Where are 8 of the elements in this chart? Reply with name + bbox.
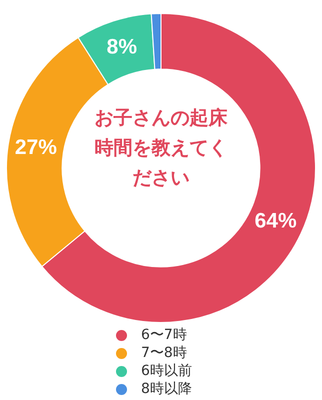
text: お子さんの起床時間を教えてください [94,106,228,191]
legend-label: 6時以前 [141,362,192,380]
data-label: 27% [14,136,58,159]
data-label: 8% [106,35,138,58]
data-label: 64% [254,210,297,233]
legend-label: 8時以降 [141,380,192,398]
legend-label: 7〜8時 [141,344,187,362]
legend-label: 6〜7時 [141,326,187,344]
